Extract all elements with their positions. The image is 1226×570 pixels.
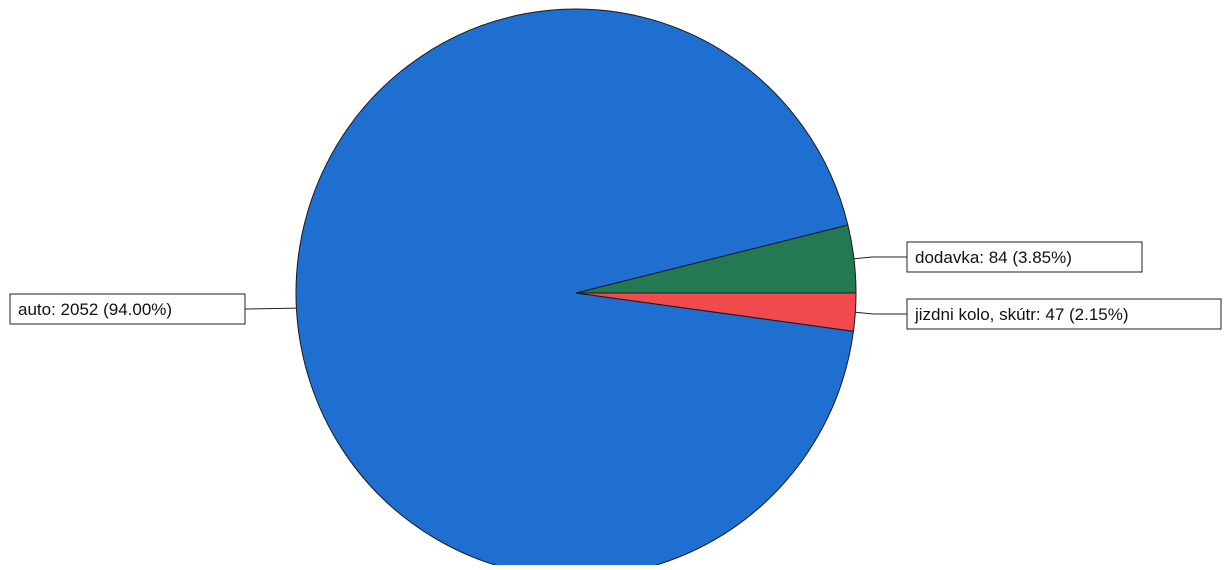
label-box [9, 293, 246, 325]
slice-label-text: auto: 2052 (94.00%) [18, 300, 172, 319]
labels-layer: auto: 2052 (94.00%) dodavka: 84 (3.85%) ji… [9, 241, 1222, 330]
slice-label-text: jizdni kolo, skútr: 47 (2.15%) [914, 305, 1129, 324]
label-box [906, 241, 1143, 273]
leader-line [853, 256, 907, 260]
label-box [906, 298, 1222, 330]
leader-line [855, 311, 907, 315]
slice-label-text: dodavka: 84 (3.85%) [915, 248, 1072, 267]
slice-label-auto: auto: 2052 (94.00%) [9, 293, 297, 325]
slice-label-dodavka: dodavka: 84 (3.85%) [853, 241, 1143, 273]
slices-layer [295, 8, 857, 570]
leader-line [244, 307, 297, 310]
slice-label-jizdni-kolo-sk-tr: jizdni kolo, skútr: 47 (2.15%) [855, 298, 1222, 330]
pie-slice-jizdni-kolo-sk-tr [575, 292, 857, 332]
